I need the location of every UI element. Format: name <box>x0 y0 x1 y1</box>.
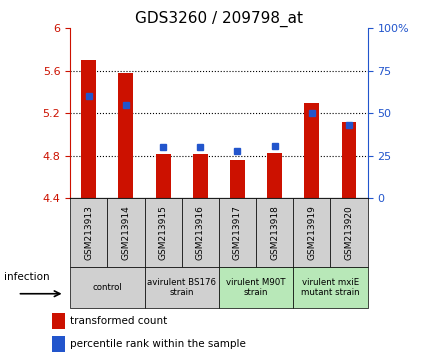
Bar <box>331 198 368 267</box>
Text: control: control <box>92 283 122 292</box>
Text: GSM213914: GSM213914 <box>122 205 130 260</box>
Bar <box>119 73 133 198</box>
Bar <box>70 198 107 267</box>
Bar <box>144 198 181 267</box>
Text: GSM213917: GSM213917 <box>233 205 242 260</box>
Text: GSM213918: GSM213918 <box>270 205 279 260</box>
Bar <box>219 267 293 308</box>
Text: virulent mxiE
mutant strain: virulent mxiE mutant strain <box>301 278 360 297</box>
Bar <box>52 313 65 329</box>
Text: percentile rank within the sample: percentile rank within the sample <box>70 339 246 349</box>
Text: infection: infection <box>3 273 49 282</box>
Text: GSM213919: GSM213919 <box>307 205 316 260</box>
Bar <box>70 267 144 308</box>
Bar <box>267 153 282 198</box>
Bar <box>293 198 331 267</box>
Bar <box>230 160 245 198</box>
Bar <box>219 198 256 267</box>
Text: transformed count: transformed count <box>70 316 167 326</box>
Text: avirulent BS176
strain: avirulent BS176 strain <box>147 278 216 297</box>
Bar <box>256 198 293 267</box>
Bar <box>304 103 319 198</box>
Bar <box>52 336 65 352</box>
Text: virulent M90T
strain: virulent M90T strain <box>226 278 286 297</box>
Text: GSM213913: GSM213913 <box>84 205 93 260</box>
Bar <box>293 267 368 308</box>
Bar <box>193 154 208 198</box>
Title: GDS3260 / 209798_at: GDS3260 / 209798_at <box>135 11 303 27</box>
Bar <box>342 122 357 198</box>
Text: GSM213916: GSM213916 <box>196 205 205 260</box>
Bar <box>156 154 170 198</box>
Text: GSM213920: GSM213920 <box>345 205 354 260</box>
Bar <box>144 267 219 308</box>
Bar <box>181 198 219 267</box>
Bar <box>107 198 144 267</box>
Bar <box>81 60 96 198</box>
Text: GSM213915: GSM213915 <box>159 205 167 260</box>
